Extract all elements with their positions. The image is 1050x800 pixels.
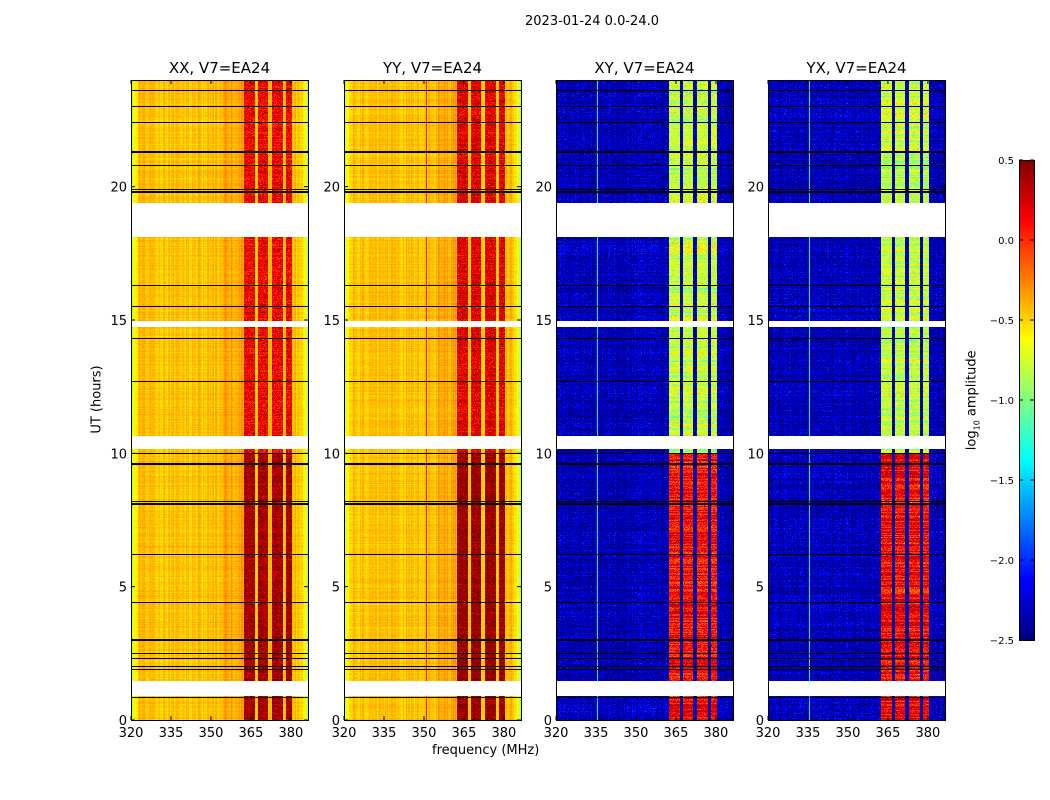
x-tick-label: 365 — [239, 726, 264, 741]
y-tick-label: 0 — [756, 714, 764, 729]
y-tick-label: 5 — [756, 581, 764, 596]
x-tick-label: 350 — [836, 726, 861, 741]
panel-title: XX, V7=EA24 — [169, 59, 270, 77]
x-tick-label: 350 — [199, 726, 224, 741]
y-tick-label: 15 — [323, 314, 340, 329]
x-tick-label: 320 — [544, 726, 569, 741]
x-tick-label: 365 — [452, 726, 477, 741]
colorbar-tick-label: −1.0 — [990, 396, 1014, 407]
panel-frame — [768, 80, 946, 721]
x-tick-label: 335 — [796, 726, 821, 741]
colorbar-tick-label: 0.5 — [998, 156, 1014, 167]
x-tick-label: 335 — [372, 726, 397, 741]
x-tick-label: 380 — [492, 726, 517, 741]
x-tick-label: 380 — [704, 726, 729, 741]
x-tick-label: 335 — [159, 726, 184, 741]
colorbar-tick-label: −0.5 — [990, 316, 1014, 327]
heatmap-yx — [768, 80, 945, 720]
y-tick-label: 5 — [332, 581, 340, 596]
y-tick-label: 0 — [544, 714, 552, 729]
colorbar-tick-label: −2.5 — [990, 636, 1014, 647]
x-tick-label: 365 — [664, 726, 689, 741]
x-axis-label: frequency (MHz) — [432, 743, 540, 758]
panel-title: YY, V7=EA24 — [382, 59, 482, 77]
y-tick-label: 10 — [535, 447, 552, 462]
y-tick-label: 10 — [747, 447, 764, 462]
y-tick-label: 20 — [110, 181, 127, 196]
figure-suptitle: 2023-01-24 0.0-24.0 — [525, 14, 659, 29]
x-tick-label: 350 — [624, 726, 649, 741]
x-tick-label: 335 — [584, 726, 609, 741]
colorbar — [1019, 160, 1034, 640]
x-tick-label: 350 — [412, 726, 437, 741]
x-tick-label: 365 — [876, 726, 901, 741]
y-tick-label: 20 — [535, 181, 552, 196]
y-tick-label: 15 — [535, 314, 552, 329]
y-tick-label: 0 — [119, 714, 127, 729]
y-tick-label: 20 — [747, 181, 764, 196]
y-tick-label: 5 — [544, 581, 552, 596]
x-tick-label: 380 — [279, 726, 304, 741]
panel-title: YX, V7=EA24 — [805, 59, 906, 77]
colorbar-tick-label: 0.0 — [998, 236, 1014, 247]
x-tick-label: 380 — [916, 726, 941, 741]
heatmap-xy — [556, 80, 733, 720]
y-tick-label: 10 — [323, 447, 340, 462]
heatmap-yy — [344, 80, 521, 720]
heatmap-xx — [131, 80, 308, 720]
y-tick-label: 15 — [747, 314, 764, 329]
y-tick-label: 10 — [110, 447, 127, 462]
panel-frame — [556, 80, 734, 721]
panel-title: XY, V7=EA24 — [594, 59, 694, 77]
colorbar-tick-label: −2.0 — [990, 556, 1014, 567]
panel-frame — [344, 80, 522, 721]
y-tick-label: 15 — [110, 314, 127, 329]
panel-frame — [131, 80, 309, 721]
y-tick-label: 20 — [323, 181, 340, 196]
x-tick-label: 320 — [119, 726, 144, 741]
y-tick-label: 5 — [119, 581, 127, 596]
x-tick-label: 320 — [756, 726, 781, 741]
y-tick-label: 0 — [332, 714, 340, 729]
x-tick-label: 320 — [332, 726, 357, 741]
colorbar-tick-label: −1.5 — [990, 476, 1014, 487]
